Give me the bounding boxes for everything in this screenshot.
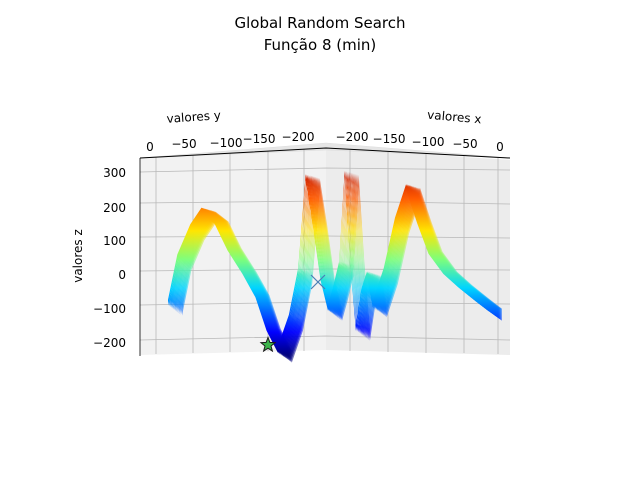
z-tick-label: −100	[93, 302, 126, 316]
z-tick-label: −200	[93, 336, 126, 350]
z-tick-label: 200	[103, 201, 126, 215]
y-tick-label: −100	[210, 136, 243, 150]
z-axis-label: valores z	[71, 229, 85, 283]
y-tick-label: −150	[243, 132, 276, 146]
z-tick-label: 300	[103, 166, 126, 180]
x-tick-label: −100	[412, 135, 445, 149]
x-tick-label: −50	[452, 137, 477, 151]
top-axis-line	[139, 147, 511, 159]
z-tick-label: 0	[118, 268, 126, 282]
x-tick-label: −200	[336, 130, 369, 144]
chart-title: Global Random Search	[234, 14, 405, 32]
y-axis-label: valores y	[166, 108, 221, 126]
gridlines	[139, 149, 511, 354]
chart-subtitle: Função 8 (min)	[264, 36, 377, 54]
current-point-x-marker	[310, 274, 326, 290]
y-tick-label: −50	[171, 137, 196, 151]
z-tick-label: 100	[103, 234, 126, 248]
x-axis-label: valores x	[427, 108, 482, 127]
x-tick-label: 0	[496, 140, 504, 154]
x-tick-label: −150	[373, 132, 406, 146]
best-point-star-marker	[259, 336, 277, 353]
y-tick-label: 0	[146, 140, 154, 154]
markers	[259, 274, 326, 353]
y-tick-label: −200	[282, 130, 315, 144]
